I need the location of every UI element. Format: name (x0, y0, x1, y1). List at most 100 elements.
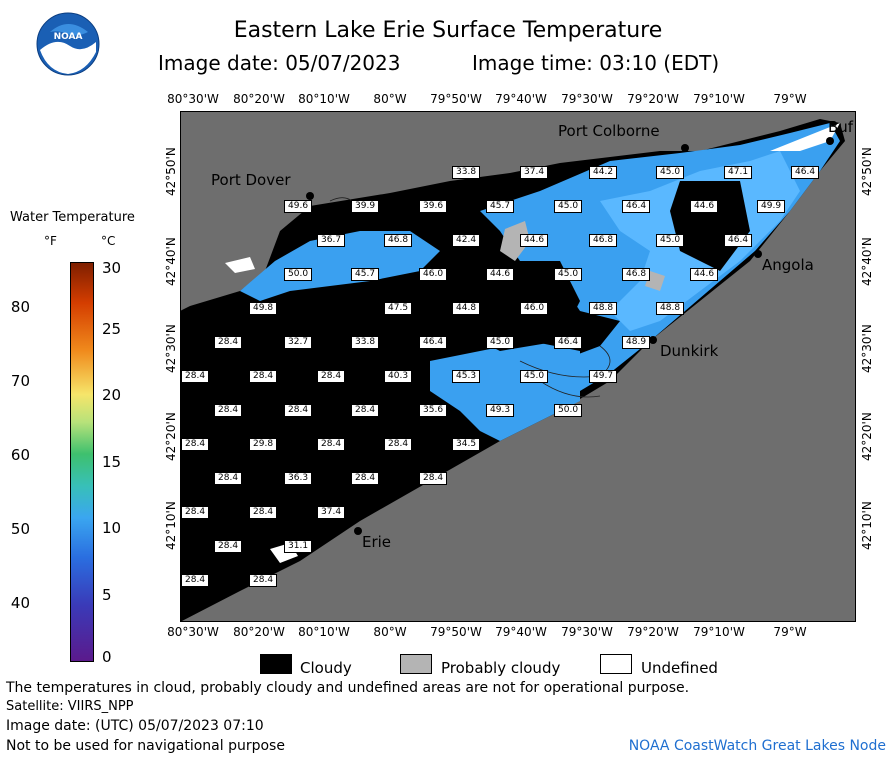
temp-label: 49.7 (589, 370, 618, 383)
colorbar-f-tick: 40 (10, 594, 30, 612)
undefined-edge (770, 123, 840, 151)
legend-unit-f: °F (44, 234, 57, 248)
lon-tick-bottom: 79°20'W (627, 625, 679, 639)
utc-date-text: Image date: (UTC) 05/07/2023 07:10 (6, 718, 264, 734)
temp-label: 28.4 (181, 370, 210, 383)
city-dot-buffalo (826, 137, 834, 145)
temp-label: 46.0 (520, 302, 549, 315)
temp-label: 28.4 (351, 404, 380, 417)
lat-tick-right: 42°20'N (860, 412, 874, 461)
lon-tick-bottom: 79°30'W (561, 625, 613, 639)
navigation-warning: Not to be used for navigational purpose (6, 738, 285, 754)
temp-label: 45.0 (656, 166, 685, 179)
temp-label: 47.5 (384, 302, 413, 315)
satellite-text: Satellite: VIIRS_NPP (6, 699, 134, 714)
lat-tick-left: 42°20'N (164, 412, 178, 461)
temp-label: 28.4 (384, 438, 413, 451)
lon-tick-top: 79°40'W (495, 92, 547, 106)
temp-label: 50.0 (284, 268, 313, 281)
noaa-logo: NOAA (36, 12, 100, 76)
colorbar-f-tick: 80 (10, 298, 30, 316)
temp-label: 45.7 (486, 200, 515, 213)
temp-label: 32.7 (284, 336, 313, 349)
lon-tick-bottom: 80°30'W (167, 625, 219, 639)
key-undefined-label: Undefined (641, 659, 718, 677)
temp-label: 35.6 (419, 404, 448, 417)
colorbar-f-tick: 50 (10, 520, 30, 538)
temp-label: 50.0 (554, 404, 583, 417)
lon-tick-top: 79°10'W (693, 92, 745, 106)
legend-title: Water Temperature (10, 210, 135, 225)
temp-label: 46.8 (622, 268, 651, 281)
temp-label: 28.4 (317, 370, 346, 383)
lat-tick-right: 42°10'N (860, 501, 874, 550)
city-dot-dunkirk (649, 336, 657, 344)
temp-label: 44.6 (690, 268, 719, 281)
lon-tick-bottom: 80°W (373, 625, 407, 639)
key-undefined-swatch (600, 654, 632, 674)
lat-tick-left: 42°30'N (164, 324, 178, 373)
place-dunkirk: Dunkirk (660, 342, 719, 360)
temp-label: 48.9 (622, 336, 651, 349)
temp-label: 44.6 (486, 268, 515, 281)
temp-label: 37.4 (317, 506, 346, 519)
lat-tick-left: 42°10'N (164, 501, 178, 550)
lon-tick-top: 79°30'W (561, 92, 613, 106)
temp-label: 28.4 (181, 574, 210, 587)
lon-tick-bottom: 79°50'W (430, 625, 482, 639)
temp-label: 28.4 (317, 438, 346, 451)
credit-text: NOAA CoastWatch Great Lakes Node (628, 738, 886, 754)
lon-tick-bottom: 80°10'W (298, 625, 350, 639)
temp-label: 28.4 (181, 506, 210, 519)
lat-tick-left: 42°50'N (164, 147, 178, 196)
temp-label: 45.0 (520, 370, 549, 383)
city-dot-port-colborne (681, 144, 689, 152)
temp-label: 49.9 (757, 200, 786, 213)
temp-label: 44.6 (520, 234, 549, 247)
lon-tick-bottom: 79°10'W (693, 625, 745, 639)
colorbar-c-tick: 20 (102, 386, 122, 404)
lat-tick-left: 42°40'N (164, 237, 178, 286)
temp-label: 37.4 (520, 166, 549, 179)
colorbar-c-tick: 10 (102, 519, 122, 537)
city-dot-port-dover (306, 192, 314, 200)
temp-label: 28.4 (419, 472, 448, 485)
lat-tick-right: 42°40'N (860, 237, 874, 286)
colorbar-c-tick: 5 (102, 586, 112, 604)
temp-label: 34.5 (452, 438, 481, 451)
lon-tick-bottom: 79°40'W (495, 625, 547, 639)
temperature-colorbar (70, 262, 94, 662)
temp-label: 33.8 (351, 336, 380, 349)
lon-tick-top: 79°20'W (627, 92, 679, 106)
lon-tick-top: 80°10'W (298, 92, 350, 106)
key-cloudy-label: Cloudy (300, 659, 352, 677)
lake-water-south (430, 341, 580, 441)
temp-label: 46.4 (419, 336, 448, 349)
temp-label: 47.1 (724, 166, 753, 179)
temp-label: 44.6 (690, 200, 719, 213)
key-probably-cloudy-swatch (400, 654, 432, 674)
colorbar-c-tick: 15 (102, 453, 122, 471)
temp-label: 28.4 (214, 336, 243, 349)
key-cloudy-swatch (260, 654, 292, 674)
temp-label: 49.8 (249, 302, 278, 315)
key-probably-cloudy-label: Probably cloudy (441, 659, 561, 677)
temp-label: 48.8 (589, 302, 618, 315)
temp-label: 44.2 (589, 166, 618, 179)
temp-label: 33.8 (452, 166, 481, 179)
temp-label: 29.8 (249, 438, 278, 451)
legend-unit-c: °C (101, 234, 116, 248)
city-dot-angola (754, 250, 762, 258)
temp-label: 45.0 (656, 234, 685, 247)
temp-label: 46.4 (724, 234, 753, 247)
lat-tick-right: 42°50'N (860, 147, 874, 196)
temp-label: 28.4 (214, 540, 243, 553)
lake-cloud-center (450, 261, 580, 351)
temp-label: 46.8 (589, 234, 618, 247)
place-erie: Erie (362, 533, 392, 551)
undefined-edge (225, 257, 255, 273)
temp-label: 28.4 (249, 506, 278, 519)
temp-label: 31.1 (284, 540, 313, 553)
lon-tick-top: 80°W (373, 92, 407, 106)
lon-tick-top: 79°W (773, 92, 807, 106)
